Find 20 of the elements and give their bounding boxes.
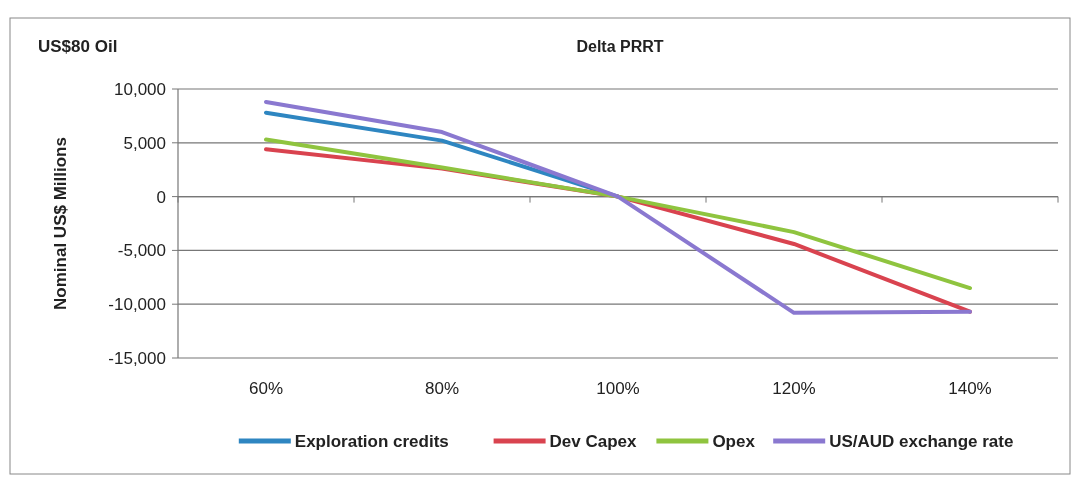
legend-label: Opex	[712, 431, 756, 451]
x-tick-label: 60%	[248, 379, 284, 398]
x-tick-label: 80%	[424, 379, 460, 398]
y-tick-label: -10,000	[108, 295, 166, 315]
y-tick-label: -5,000	[117, 241, 166, 261]
legend-label: Dev Capex	[549, 431, 638, 451]
legend-label: Exploration credits	[294, 431, 449, 451]
y-axis-title: Nominal US$ Millions	[51, 137, 70, 310]
chart-title: Delta PRRT	[576, 38, 664, 55]
x-tick-label: 140%	[948, 379, 992, 398]
legend-label: US/AUD exchange rate	[829, 431, 1014, 451]
line-series	[264, 99, 972, 315]
y-tick-label: 5,000	[123, 133, 166, 153]
text: US$80 Oil	[38, 37, 118, 56]
y-tick-label: 0	[156, 187, 166, 207]
line-series	[264, 137, 972, 291]
y-tick-label: 10,000	[114, 79, 166, 99]
y-tick-label: -15,000	[108, 348, 166, 368]
x-tick-label: 120%	[772, 379, 816, 398]
x-tick-label: 100%	[596, 379, 640, 398]
